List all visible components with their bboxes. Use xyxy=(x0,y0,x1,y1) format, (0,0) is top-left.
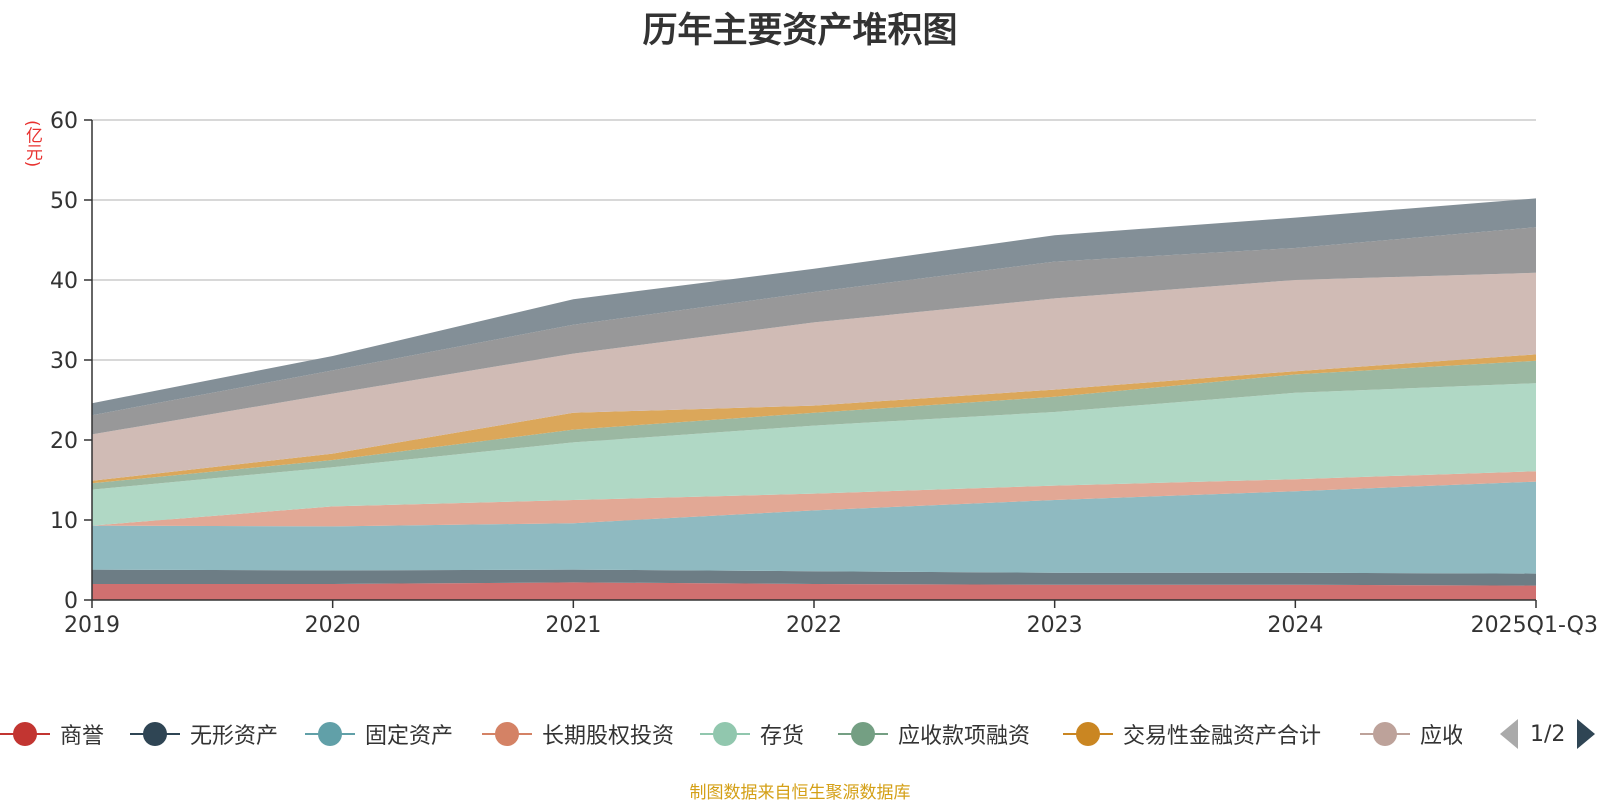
legend-prev-arrow-icon[interactable] xyxy=(1500,719,1518,749)
y-tick-label: 40 xyxy=(50,269,78,294)
legend-marker-icon xyxy=(0,722,50,746)
legend-item[interactable]: 存货 xyxy=(700,712,804,756)
legend-item[interactable]: 应收账 xyxy=(1360,712,1462,756)
legend-label: 固定资产 xyxy=(365,724,454,749)
legend-item[interactable]: 固定资产 xyxy=(305,712,453,756)
area-series-存货[interactable] xyxy=(92,383,1536,526)
y-tick-label: 30 xyxy=(50,349,78,374)
x-tick-label: 2024 xyxy=(1267,613,1323,638)
source-note: 制图数据来自恒生聚源数据库 xyxy=(689,783,911,803)
y-tick-label: 0 xyxy=(64,589,78,614)
legend-item[interactable]: 交易性金融资产合计 xyxy=(1063,712,1321,756)
area-series-交易性金融资产合计[interactable] xyxy=(92,354,1536,484)
legend-item[interactable]: 商誉 xyxy=(0,712,104,756)
x-tick-label: 2025Q1-Q3 xyxy=(1471,613,1598,638)
area-series-应收款项融资[interactable] xyxy=(92,360,1536,490)
tick-labels: 0 10 20 30 40 50 60 2019 2020 2021 2022 2023 2024 202… xyxy=(50,109,1598,638)
legend-items: 商誉 无形资产 固定资产 长期股权投资 存货 应收款项融资 交易性金融资产合计 应收账 xyxy=(0,712,1462,756)
legend-marker-icon xyxy=(130,722,180,746)
legend-label: 长期股权投资 xyxy=(542,724,675,749)
legend-pager: 1/2 xyxy=(1500,712,1596,756)
area-series-长期股权投资[interactable] xyxy=(92,471,1536,527)
stacked-areas xyxy=(92,198,1536,600)
x-tick-label: 2023 xyxy=(1027,613,1083,638)
legend-label: 应收账 xyxy=(1420,724,1462,749)
legend-marker-icon xyxy=(1360,722,1410,746)
chart-title: 历年主要资产堆积图 xyxy=(642,11,958,51)
legend-label: 交易性金融资产合计 xyxy=(1123,724,1322,749)
x-tick-label: 2019 xyxy=(64,613,120,638)
area-series-无形资产[interactable] xyxy=(92,569,1536,586)
legend-label: 应收款项融资 xyxy=(898,724,1031,749)
area-series-货币资金[interactable] xyxy=(92,198,1536,416)
y-tick-label: 60 xyxy=(50,109,78,134)
legend-item[interactable]: 长期股权投资 xyxy=(482,712,674,756)
area-series-固定资产[interactable] xyxy=(92,481,1536,574)
legend-label: 商誉 xyxy=(60,724,105,749)
legend-label: 无形资产 xyxy=(190,724,279,749)
y-tick-label: 20 xyxy=(50,429,78,454)
y-axis-unit-label: (亿元) xyxy=(22,120,42,168)
area-series-其他资产[interactable] xyxy=(92,227,1536,435)
legend-page-indicator: 1/2 xyxy=(1530,721,1566,747)
legend-next-arrow-icon[interactable] xyxy=(1577,719,1596,749)
legend: 商誉 无形资产 固定资产 长期股权投资 存货 应收款项融资 交易性金融资产合计 应收账 1/2 xyxy=(0,712,1600,756)
x-tick-label: 2021 xyxy=(545,613,601,638)
y-tick-label: 50 xyxy=(50,189,78,214)
x-tick-label: 2020 xyxy=(305,613,361,638)
legend-marker-icon xyxy=(305,722,355,746)
y-tick-label: 10 xyxy=(50,509,78,534)
axes xyxy=(84,119,1537,608)
area-series-应收账款[interactable] xyxy=(92,272,1536,481)
legend-item[interactable]: 应收款项融资 xyxy=(838,712,1030,756)
legend-marker-icon xyxy=(482,722,532,746)
legend-marker-icon xyxy=(1063,722,1113,746)
x-tick-label: 2022 xyxy=(786,613,842,638)
legend-label: 存货 xyxy=(760,724,805,749)
legend-item[interactable]: 无形资产 xyxy=(130,712,278,756)
area-series-商誉[interactable] xyxy=(92,582,1536,600)
legend-marker-icon xyxy=(700,722,750,746)
legend-marker-icon xyxy=(838,722,888,746)
